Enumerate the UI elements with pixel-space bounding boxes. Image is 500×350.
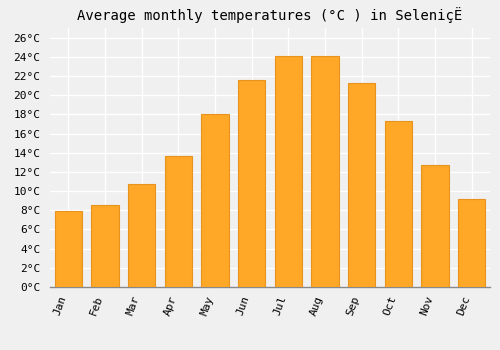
Bar <box>201 114 229 287</box>
Bar <box>91 204 119 287</box>
Bar <box>238 80 266 287</box>
Bar <box>311 56 339 287</box>
Bar <box>384 121 412 287</box>
Title: Average monthly temperatures (°C ) in SeleniçË: Average monthly temperatures (°C ) in Se… <box>78 7 462 23</box>
Bar <box>421 165 448 287</box>
Bar <box>54 211 82 287</box>
Bar <box>164 156 192 287</box>
Bar <box>348 83 376 287</box>
Bar <box>274 56 302 287</box>
Bar <box>128 184 156 287</box>
Bar <box>458 199 485 287</box>
